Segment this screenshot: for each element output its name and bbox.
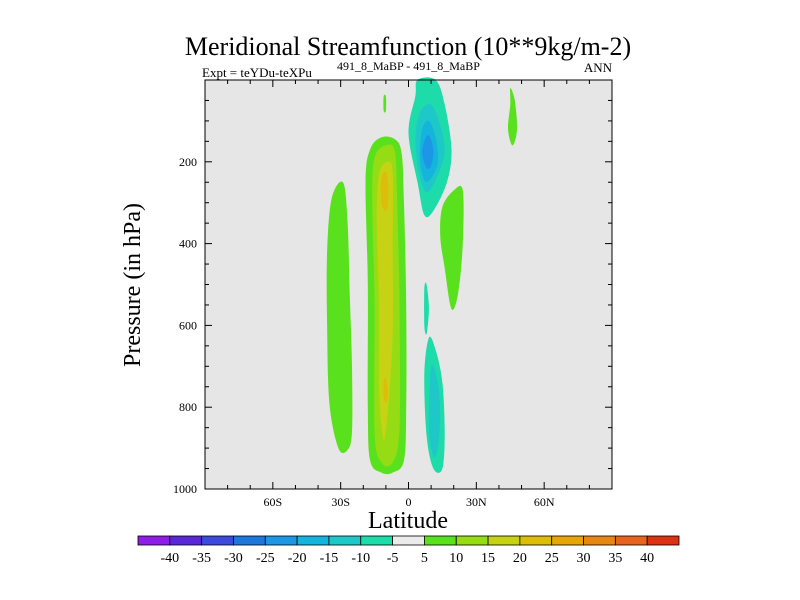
colorbar-swatch [169, 535, 203, 546]
contour-strat-positive-sliver [383, 94, 387, 113]
colorbar-swatch [551, 535, 584, 546]
colorbar-label: 35 [608, 551, 622, 566]
y-tick-label: 1000 [173, 482, 197, 496]
colorbar-swatch [201, 535, 234, 546]
contour-nh-upper-negative-20 [422, 134, 434, 170]
x-tick-label: 30S [331, 495, 350, 509]
y-tick-label: 400 [179, 237, 197, 251]
colorbar-swatch [296, 535, 330, 546]
contour-layer [326, 77, 518, 475]
y-tick-label: 800 [179, 400, 197, 414]
colorbar-swatch [328, 535, 362, 546]
plot-area [205, 80, 612, 489]
colorbar-swatch [360, 535, 393, 546]
contour-nh-positive-mid [440, 185, 464, 310]
colorbar-label: -10 [351, 551, 370, 566]
contour-hadley-core-25 [380, 171, 389, 211]
y-axis-label: Pressure (in hPa) [120, 203, 146, 367]
colorbar-label: -20 [288, 551, 307, 566]
x-tick-label: 0 [406, 495, 412, 509]
colorbar-label: 30 [577, 551, 591, 566]
colorbar-label: -30 [224, 551, 243, 566]
colorbar-label: -35 [192, 551, 211, 566]
colorbar-swatch [519, 535, 553, 546]
x-tick-label: 60S [263, 495, 282, 509]
x-tick-label: 30N [466, 495, 487, 509]
colorbar-label: 40 [640, 551, 654, 566]
chart-subtitle-right: ANN [584, 60, 613, 75]
contour-sh-midlat-positive [326, 181, 353, 454]
colorbar-label: 5 [421, 551, 428, 566]
chart-subtitle-left: Expt = teYDu-teXPu [202, 65, 312, 80]
contour-lower-core-25 [383, 377, 389, 404]
colorbar-label: -15 [320, 551, 339, 566]
colorbar-swatch [137, 535, 171, 546]
x-tick-label: 60N [534, 495, 555, 509]
colorbar: -40 -35 -30 -25 -20 -15 -10 -5 5 10 15 20 25 30 35 40 [137, 535, 680, 566]
colorbar-label: -40 [160, 551, 179, 566]
colorbar-label: 15 [481, 551, 495, 566]
colorbar-swatch [424, 535, 457, 546]
chart-title: Meridional Streamfunction (10**9kg/m-2) [185, 32, 631, 61]
colorbar-swatch [392, 535, 425, 546]
x-axis-label: Latitude [368, 508, 448, 534]
axis-ticks: 60S 30S 0 30N 60N 200 400 600 800 1000 [173, 79, 613, 509]
contour-nh-thin-negative [424, 282, 429, 335]
colorbar-label: -25 [256, 551, 275, 566]
y-tick-label: 200 [179, 155, 197, 169]
chart-subtitle-superscript: 491_8_MaBP - 491_8_MaBP [337, 59, 480, 73]
contour-nh-lower-negative-10 [428, 364, 441, 458]
contour-hadley-positive-20 [376, 161, 394, 441]
colorbar-label: -5 [387, 551, 399, 566]
colorbar-swatch [264, 535, 298, 546]
colorbar-swatch [233, 535, 266, 546]
colorbar-label: 25 [545, 551, 559, 566]
colorbar-swatch [614, 535, 648, 546]
contour-nh-strat-positive [507, 88, 518, 146]
colorbar-swatch [487, 535, 521, 546]
colorbar-label: 10 [449, 551, 463, 566]
colorbar-swatch [646, 535, 680, 546]
colorbar-swatch [583, 535, 616, 546]
colorbar-swatch [455, 535, 489, 546]
y-tick-label: 600 [179, 318, 197, 332]
colorbar-label: 20 [513, 551, 527, 566]
